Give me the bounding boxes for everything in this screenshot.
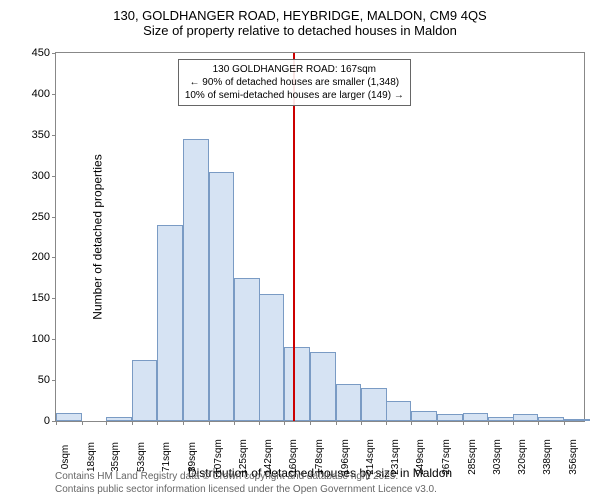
x-tick-mark [183, 421, 184, 425]
histogram-bar [132, 360, 158, 421]
histogram-bar [234, 278, 260, 421]
footer-line1: Contains HM Land Registry data © Crown c… [55, 470, 437, 483]
y-tick-mark [52, 94, 56, 95]
chart-container: 130, GOLDHANGER ROAD, HEYBRIDGE, MALDON,… [0, 0, 600, 500]
y-tick-mark [52, 217, 56, 218]
x-tick-mark [437, 421, 438, 425]
x-tick-mark [234, 421, 235, 425]
x-tick-label: 338sqm [538, 439, 553, 475]
x-tick-mark [463, 421, 464, 425]
y-tick-mark [52, 176, 56, 177]
histogram-bar [259, 294, 285, 421]
annotation-box: 130 GOLDHANGER ROAD: 167sqm← 90% of deta… [178, 59, 411, 106]
x-tick-mark [284, 421, 285, 425]
x-tick-label: 356sqm [564, 439, 579, 475]
histogram-bar [513, 414, 539, 421]
histogram-bar [411, 411, 437, 421]
histogram-bar [209, 172, 235, 421]
histogram-bar [310, 352, 336, 422]
histogram-bar [488, 417, 514, 421]
y-tick-mark [52, 257, 56, 258]
footer-note: Contains HM Land Registry data © Crown c… [55, 470, 437, 496]
x-tick-mark [411, 421, 412, 425]
chart-title-line1: 130, GOLDHANGER ROAD, HEYBRIDGE, MALDON,… [10, 8, 590, 23]
x-tick-label: 0sqm [56, 445, 71, 469]
histogram-bar [538, 417, 564, 421]
x-tick-label: 320sqm [513, 439, 528, 475]
y-tick-mark [52, 380, 56, 381]
x-tick-mark [336, 421, 337, 425]
annotation-line2: ← 90% of detached houses are smaller (1,… [185, 76, 404, 89]
reference-line [293, 53, 295, 421]
y-tick-mark [52, 53, 56, 54]
plot-area: 0501001502002503003504004500sqm18sqm35sq… [55, 52, 585, 422]
histogram-bar [106, 417, 132, 421]
annotation-line3: 10% of semi-detached houses are larger (… [185, 89, 404, 102]
x-tick-label: 285sqm [463, 439, 478, 475]
x-tick-mark [259, 421, 260, 425]
x-tick-mark [513, 421, 514, 425]
x-tick-mark [361, 421, 362, 425]
histogram-bar [56, 413, 82, 421]
x-tick-mark [209, 421, 210, 425]
y-tick-mark [52, 135, 56, 136]
histogram-bar [437, 414, 463, 421]
title-area: 130, GOLDHANGER ROAD, HEYBRIDGE, MALDON,… [0, 0, 600, 42]
histogram-bar [564, 419, 590, 421]
x-tick-mark [310, 421, 311, 425]
x-tick-label: 303sqm [488, 439, 503, 475]
x-tick-mark [488, 421, 489, 425]
histogram-bar [284, 347, 310, 421]
x-tick-mark [564, 421, 565, 425]
x-tick-label: 53sqm [132, 442, 147, 472]
y-tick-mark [52, 339, 56, 340]
x-tick-mark [132, 421, 133, 425]
histogram-bar [183, 139, 209, 421]
x-tick-label: 89sqm [183, 442, 198, 472]
x-tick-mark [386, 421, 387, 425]
x-tick-mark [82, 421, 83, 425]
histogram-bar [463, 413, 489, 421]
histogram-bar [157, 225, 183, 421]
plot-wrapper: Number of detached properties Distributi… [55, 52, 585, 422]
annotation-line1: 130 GOLDHANGER ROAD: 167sqm [185, 63, 404, 76]
x-tick-label: 71sqm [157, 442, 172, 472]
x-tick-mark [56, 421, 57, 425]
x-tick-label: 18sqm [82, 442, 97, 472]
x-tick-label: 267sqm [437, 439, 452, 475]
histogram-bar [386, 401, 412, 421]
x-tick-mark [157, 421, 158, 425]
y-tick-mark [52, 298, 56, 299]
x-tick-mark [106, 421, 107, 425]
x-tick-mark [538, 421, 539, 425]
histogram-bar [336, 384, 362, 421]
footer-line2: Contains public sector information licen… [55, 483, 437, 496]
x-tick-label: 35sqm [106, 442, 121, 472]
histogram-bar [361, 388, 387, 421]
chart-title-line2: Size of property relative to detached ho… [10, 23, 590, 38]
